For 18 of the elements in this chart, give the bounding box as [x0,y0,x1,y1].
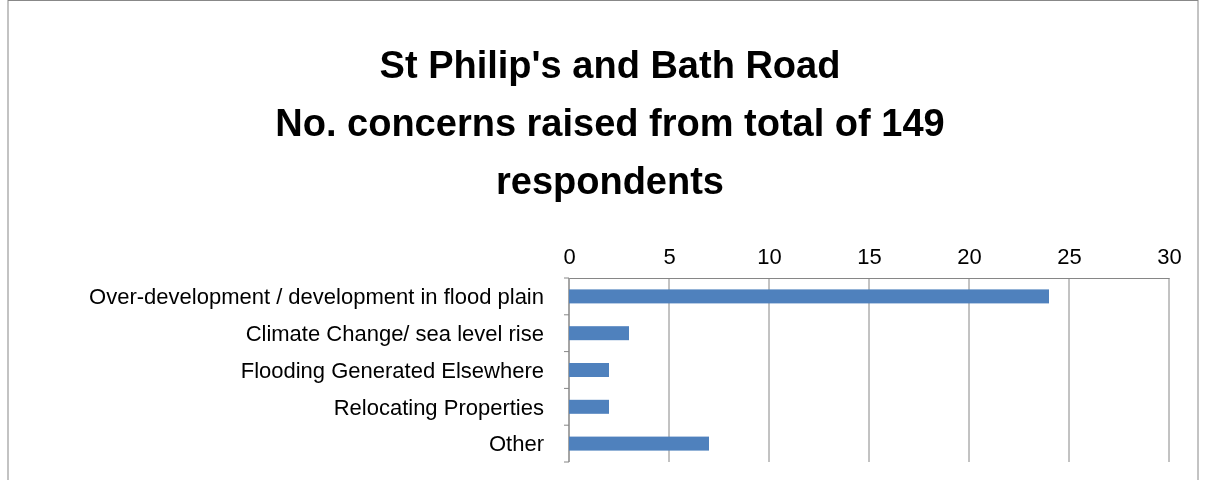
x-tick-label: 5 [663,244,676,269]
bar [569,326,629,341]
y-tick-label: Relocating Properties [333,394,544,420]
y-tick-label: Climate Change/ sea level rise [245,320,544,346]
bar [569,399,609,414]
chart-title: St Philip's and Bath Road No. concerns raised from total of 149 respondents [275,44,945,202]
y-tick-label: Other [488,431,544,457]
bar [569,436,709,451]
x-tick-label: 30 [1157,244,1182,269]
x-tick-label: 0 [563,244,576,269]
bar [569,363,609,377]
y-tick-label: Flooding Generated Elsewhere [240,357,544,383]
x-tick-label: 15 [857,244,882,269]
x-tick-label: 20 [957,244,982,269]
y-tick-label: Over-development / development in flood plain [89,284,544,310]
x-tick-label: 10 [757,244,782,269]
x-tick-label: 25 [1057,244,1082,269]
bar [569,289,1049,304]
